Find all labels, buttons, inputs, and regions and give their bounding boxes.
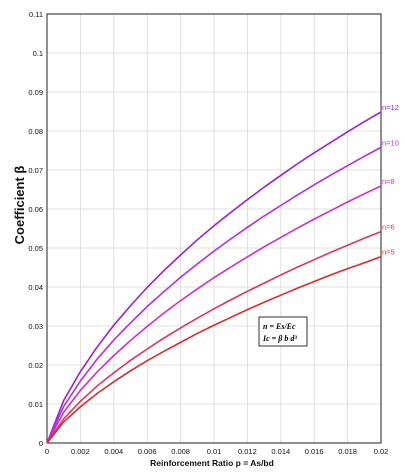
x-axis-ticks: 0 0.002 0.004 0.006 0.008 0.01 0.012 0.014 0.016… xyxy=(45,447,388,456)
series-label-n6: n=6 xyxy=(382,223,395,232)
y-axis-label: Coefficient β xyxy=(12,166,27,245)
series-line-n5 xyxy=(46,255,382,444)
x-tick-label: 0.01 xyxy=(207,447,222,456)
formula-line-modular-ratio: n = Es/Ec xyxy=(263,322,296,331)
series-line-n8 xyxy=(46,185,382,444)
x-tick-label: 0.018 xyxy=(338,447,357,456)
y-tick-label: 0.02 xyxy=(28,361,43,370)
series-label-n12: n=12 xyxy=(382,103,399,112)
x-tick-label: 0.002 xyxy=(71,447,90,456)
x-tick-label: 0.014 xyxy=(271,447,290,456)
y-tick-label: 0.05 xyxy=(28,244,43,253)
x-tick-label: 0.012 xyxy=(238,447,257,456)
y-tick-label: 0.04 xyxy=(28,283,43,292)
y-tick-label: 0.11 xyxy=(29,10,43,19)
series-line-n10 xyxy=(46,146,382,444)
x-tick-label: 0.004 xyxy=(104,447,123,456)
x-tick-label: 0.006 xyxy=(138,447,157,456)
series-labels: n=12 n=10 n=8 n=6 n=5 xyxy=(382,103,399,257)
series-line-n6 xyxy=(46,230,382,444)
y-tick-label: 0.1 xyxy=(33,49,43,58)
x-axis-label: Reinforcement Ratio p = As/bd xyxy=(150,458,274,468)
series-label-n5: n=5 xyxy=(382,248,395,257)
y-tick-label: 0 xyxy=(39,439,43,448)
y-tick-label: 0.08 xyxy=(28,127,43,136)
formula-box xyxy=(258,316,308,347)
series-label-n8: n=8 xyxy=(382,177,395,186)
x-tick-label: 0 xyxy=(45,447,49,456)
y-tick-label: 0.01 xyxy=(28,400,43,409)
x-tick-label: 0.02 xyxy=(374,447,389,456)
series-lines xyxy=(46,111,382,444)
formula-line-moment-of-inertia: Ic = β b d³ xyxy=(262,334,297,343)
series-label-n10: n=10 xyxy=(382,138,399,147)
formula-annotation: n = Es/Ec Ic = β b d³ xyxy=(258,316,308,347)
y-tick-label: 0.07 xyxy=(28,166,43,175)
x-tick-label: 0.016 xyxy=(305,447,324,456)
y-tick-label: 0.03 xyxy=(28,322,43,331)
x-tick-label: 0.008 xyxy=(171,447,190,456)
y-axis-ticks: 0 0.01 0.02 0.03 0.04 0.05 0.06 0.07 0.08 0.09 0.1… xyxy=(28,10,43,448)
y-tick-label: 0.09 xyxy=(28,88,43,97)
series-line-n12 xyxy=(46,111,382,444)
y-tick-label: 0.06 xyxy=(28,205,43,214)
plot-frame xyxy=(46,13,382,444)
